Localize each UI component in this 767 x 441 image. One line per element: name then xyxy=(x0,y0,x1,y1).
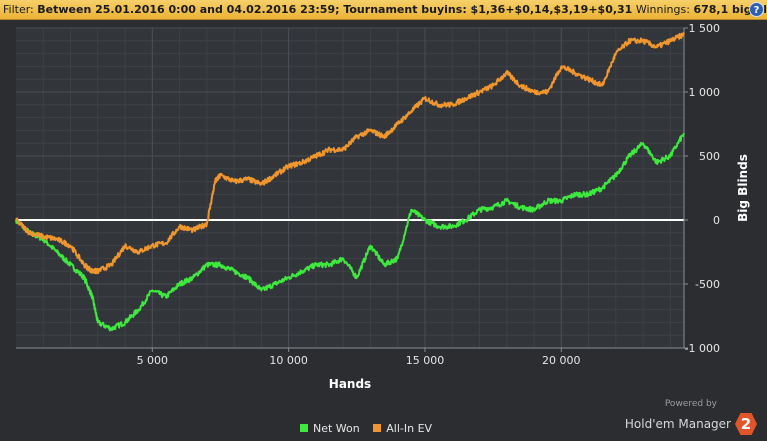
help-icon[interactable]: ? xyxy=(749,2,764,17)
y-tick-label: -1 000 xyxy=(685,342,720,355)
x-tick-label: 15 000 xyxy=(406,354,445,367)
y-tick-label: -500 xyxy=(695,278,720,291)
y-tick-label: 1 500 xyxy=(689,22,721,35)
x-tick-label: 10 000 xyxy=(269,354,308,367)
chart-legend: Net Won All-In EV xyxy=(300,422,442,435)
x-axis-title: Hands xyxy=(329,377,371,391)
legend-label-all-in-ev: All-In EV xyxy=(386,422,433,435)
winnings-label: Winnings: xyxy=(635,3,690,16)
winnings-value: 678,1 big blinds xyxy=(693,3,767,16)
filter-text: Between 25.01.2016 0:00 and 04.02.2016 2… xyxy=(37,3,633,16)
legend-item-net-won[interactable]: Net Won xyxy=(300,422,360,435)
series-line-net-won xyxy=(15,132,685,332)
plot-area xyxy=(16,28,684,348)
series-line-all-in-ev xyxy=(15,32,685,275)
y-tick-label: 1 000 xyxy=(689,86,721,99)
legend-swatch-net-won xyxy=(300,424,308,432)
y-axis-title: Big Blinds xyxy=(736,154,750,222)
legend-swatch-all-in-ev xyxy=(373,424,382,432)
y-tick-label: 500 xyxy=(699,150,720,163)
winnings-chart: 5 000 10 000 15 000 20 000 -1 000 -500 0 500 1 0… xyxy=(15,22,750,391)
x-tick-label: 5 000 xyxy=(137,354,169,367)
legend-item-all-in-ev[interactable]: All-In EV xyxy=(373,422,432,435)
legend-label-net-won: Net Won xyxy=(313,422,360,435)
y-tick-label: 0 xyxy=(713,214,720,227)
x-tick-label: 20 000 xyxy=(542,354,581,367)
branding: Powered by Hold'em Manager 2 xyxy=(624,399,757,435)
hem2-logo-icon: 2 xyxy=(735,413,757,435)
filter-bar: Filter: Between 25.01.2016 0:00 and 04.0… xyxy=(0,0,767,20)
powered-by-text: Powered by xyxy=(664,399,717,409)
filter-label: Filter: xyxy=(3,3,34,16)
product-name: Hold'em Manager xyxy=(624,417,731,431)
